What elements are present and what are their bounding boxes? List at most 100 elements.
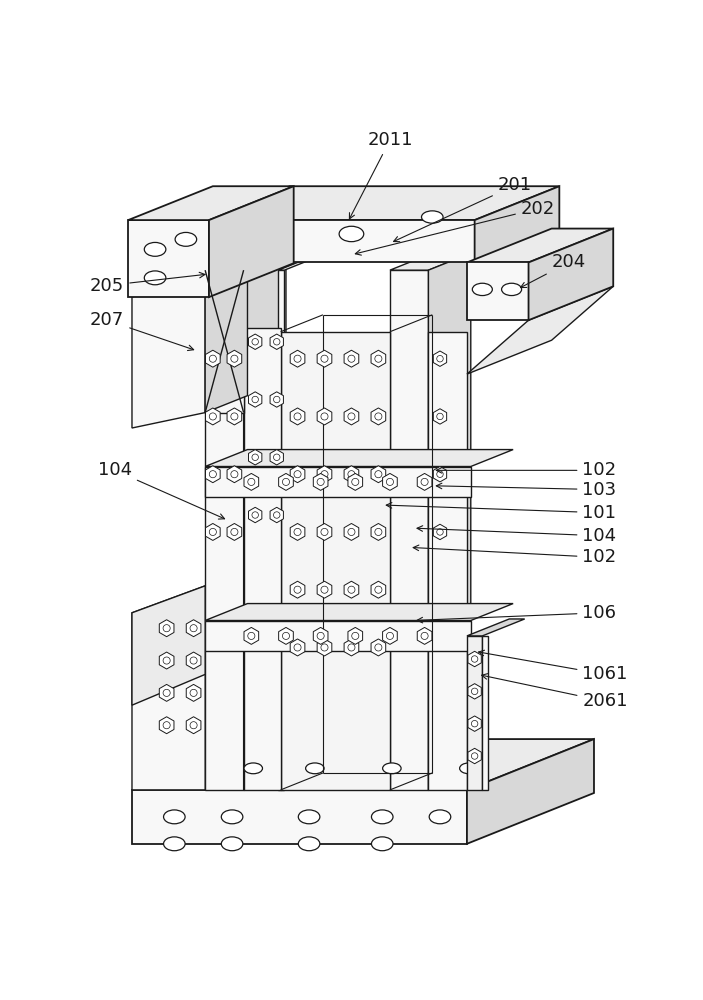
Ellipse shape <box>144 242 166 256</box>
Polygon shape <box>344 523 359 540</box>
Polygon shape <box>371 350 386 367</box>
Polygon shape <box>205 466 220 483</box>
Circle shape <box>321 586 328 593</box>
Polygon shape <box>132 586 205 705</box>
Ellipse shape <box>430 810 451 824</box>
Polygon shape <box>344 350 359 367</box>
Polygon shape <box>371 581 386 598</box>
Circle shape <box>348 471 355 478</box>
Polygon shape <box>205 220 475 262</box>
Polygon shape <box>382 627 397 644</box>
Polygon shape <box>371 466 386 483</box>
Circle shape <box>348 528 355 536</box>
Ellipse shape <box>460 763 478 774</box>
Circle shape <box>163 689 170 696</box>
Polygon shape <box>314 627 328 644</box>
Circle shape <box>209 528 217 536</box>
Polygon shape <box>390 270 428 790</box>
Polygon shape <box>270 334 283 349</box>
Polygon shape <box>132 790 467 844</box>
Polygon shape <box>344 408 359 425</box>
Polygon shape <box>467 739 594 844</box>
Text: 207: 207 <box>90 311 193 351</box>
Circle shape <box>209 355 217 362</box>
Polygon shape <box>433 524 446 540</box>
Polygon shape <box>205 186 560 220</box>
Polygon shape <box>160 652 174 669</box>
Circle shape <box>437 529 443 535</box>
Polygon shape <box>467 229 613 262</box>
Circle shape <box>375 644 382 651</box>
Ellipse shape <box>298 837 320 851</box>
Polygon shape <box>482 636 489 790</box>
Circle shape <box>273 396 280 403</box>
Ellipse shape <box>164 837 185 851</box>
Circle shape <box>252 396 259 403</box>
Circle shape <box>190 689 197 696</box>
Polygon shape <box>278 270 285 790</box>
Polygon shape <box>317 581 332 598</box>
Polygon shape <box>270 450 283 465</box>
Polygon shape <box>249 507 262 523</box>
Polygon shape <box>280 332 390 790</box>
Circle shape <box>421 632 428 639</box>
Ellipse shape <box>298 810 320 824</box>
Text: 1061: 1061 <box>479 650 628 683</box>
Circle shape <box>231 413 238 420</box>
Polygon shape <box>290 350 305 367</box>
Polygon shape <box>244 253 286 790</box>
Circle shape <box>352 632 359 639</box>
Circle shape <box>375 528 382 536</box>
Polygon shape <box>227 523 242 540</box>
Circle shape <box>252 339 259 345</box>
Circle shape <box>209 413 217 420</box>
Text: 2061: 2061 <box>482 674 628 710</box>
Polygon shape <box>348 627 363 644</box>
Circle shape <box>190 625 197 632</box>
Polygon shape <box>317 639 332 656</box>
Circle shape <box>321 471 328 478</box>
Circle shape <box>190 657 197 664</box>
Circle shape <box>317 478 324 485</box>
Text: 2011: 2011 <box>349 131 413 219</box>
Polygon shape <box>290 523 305 540</box>
Polygon shape <box>132 270 205 428</box>
Polygon shape <box>227 466 242 483</box>
Ellipse shape <box>306 763 324 774</box>
Text: 106: 106 <box>417 604 617 623</box>
Polygon shape <box>467 619 524 636</box>
Ellipse shape <box>371 810 393 824</box>
Circle shape <box>375 586 382 593</box>
Circle shape <box>294 586 301 593</box>
Polygon shape <box>418 473 432 490</box>
Polygon shape <box>428 332 467 790</box>
Polygon shape <box>290 408 305 425</box>
Polygon shape <box>344 639 359 656</box>
Ellipse shape <box>221 837 243 851</box>
Circle shape <box>437 471 443 477</box>
Circle shape <box>321 355 328 362</box>
Polygon shape <box>205 408 220 425</box>
Circle shape <box>375 471 382 478</box>
Circle shape <box>375 355 382 362</box>
Polygon shape <box>433 351 446 366</box>
Polygon shape <box>344 466 359 483</box>
Circle shape <box>294 355 301 362</box>
Circle shape <box>252 512 259 518</box>
Circle shape <box>321 413 328 420</box>
Ellipse shape <box>371 837 393 851</box>
Polygon shape <box>160 717 174 734</box>
Polygon shape <box>186 652 201 669</box>
Circle shape <box>247 632 255 639</box>
Polygon shape <box>160 684 174 701</box>
Text: 102: 102 <box>437 461 617 479</box>
Polygon shape <box>205 523 220 540</box>
Polygon shape <box>205 604 513 620</box>
Polygon shape <box>186 620 201 637</box>
Polygon shape <box>227 408 242 425</box>
Circle shape <box>283 478 290 485</box>
Polygon shape <box>371 408 386 425</box>
Circle shape <box>348 413 355 420</box>
Circle shape <box>283 632 290 639</box>
Polygon shape <box>209 186 294 297</box>
